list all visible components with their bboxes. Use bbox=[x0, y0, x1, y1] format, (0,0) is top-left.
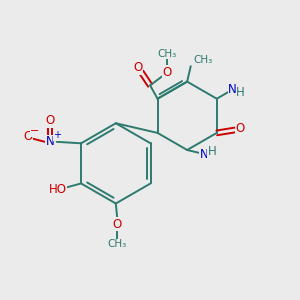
Text: O: O bbox=[134, 61, 143, 74]
Text: H: H bbox=[236, 86, 245, 99]
Text: +: + bbox=[53, 130, 61, 140]
Text: HO: HO bbox=[49, 184, 67, 196]
Text: CH₃: CH₃ bbox=[158, 49, 177, 58]
Text: O: O bbox=[162, 66, 172, 79]
Text: O: O bbox=[113, 218, 122, 231]
Text: CH₃: CH₃ bbox=[108, 239, 127, 249]
Text: N: N bbox=[200, 148, 209, 161]
Text: −: − bbox=[30, 126, 40, 136]
Text: N: N bbox=[228, 83, 237, 96]
Text: CH₃: CH₃ bbox=[194, 55, 213, 65]
Text: H: H bbox=[208, 145, 217, 158]
Text: O: O bbox=[23, 130, 33, 143]
Text: O: O bbox=[235, 122, 244, 135]
Text: N: N bbox=[46, 135, 54, 148]
Text: O: O bbox=[45, 114, 55, 127]
